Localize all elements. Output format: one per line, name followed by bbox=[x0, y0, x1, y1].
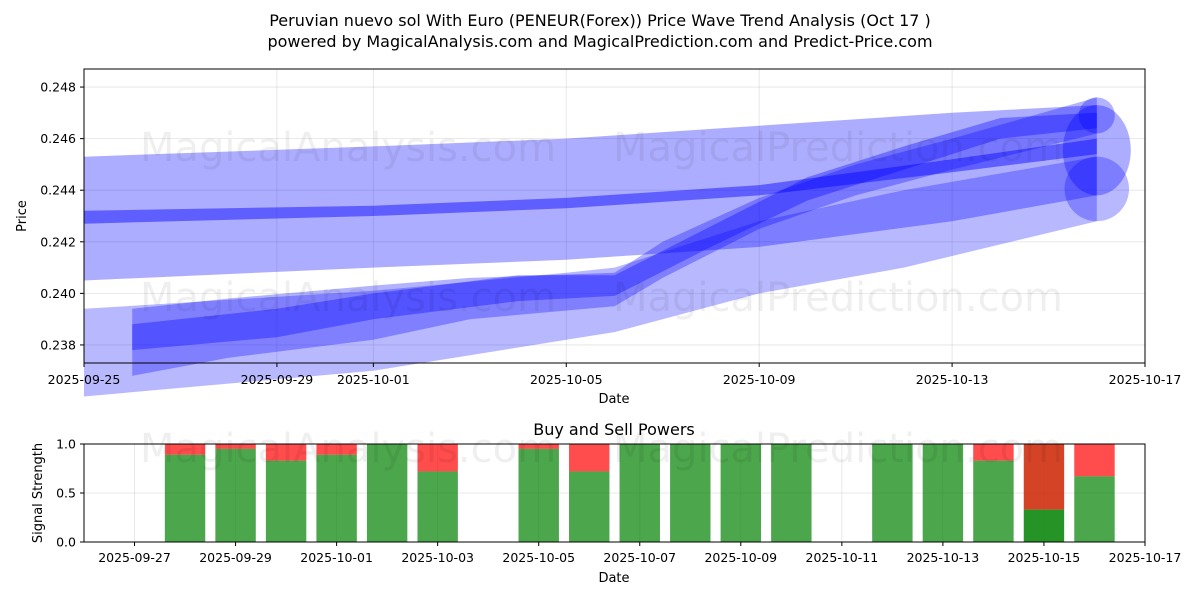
buy-power-bar bbox=[1023, 509, 1065, 542]
top-x-tick-label: 2025-09-29 bbox=[241, 372, 314, 387]
watermark-analysis-bottom: MagicalAnalysis.com bbox=[140, 426, 556, 472]
buy-power-bar bbox=[164, 454, 206, 542]
sell-power-bar bbox=[316, 444, 357, 455]
bottom-x-tick-label: 2025-10-11 bbox=[806, 550, 879, 565]
top-y-tick-label: 0.244 bbox=[40, 183, 76, 198]
top-y-tick-label: 0.238 bbox=[40, 337, 76, 352]
top-x-tick-label: 2025-10-05 bbox=[530, 372, 603, 387]
sell-power-bar bbox=[518, 444, 559, 449]
wave-band-cap-3 bbox=[1078, 97, 1115, 134]
price-wave-chart: MagicalAnalysis.com MagicalPrediction.co… bbox=[15, 68, 1182, 407]
watermark-prediction-middle: MagicalPrediction.com bbox=[613, 275, 1063, 321]
wave-band-2 bbox=[84, 138, 1097, 224]
wave-band-3 bbox=[132, 97, 1097, 376]
top-plot-frame bbox=[83, 68, 1146, 364]
sell-power-bar bbox=[164, 444, 206, 455]
sell-power-bar bbox=[215, 444, 256, 449]
bottom-x-tick-label: 2025-10-09 bbox=[704, 550, 777, 565]
bottom-x-tick-label: 2025-10-07 bbox=[603, 550, 676, 565]
buy-power-bar bbox=[922, 444, 964, 542]
bottom-x-tick-label: 2025-10-17 bbox=[1109, 550, 1182, 565]
bottom-plot-background bbox=[84, 444, 1145, 542]
buy-power-bar bbox=[973, 460, 1014, 542]
wave-band-4 bbox=[132, 112, 1097, 351]
watermark-prediction-top: MagicalPrediction.com bbox=[613, 125, 1063, 171]
sell-power-bar bbox=[1074, 444, 1115, 477]
chart-title-line2: powered by MagicalAnalysis.com and Magic… bbox=[267, 32, 932, 51]
buy-power-bar bbox=[366, 444, 408, 542]
buy-power-bar bbox=[771, 444, 812, 542]
buy-power-bar bbox=[670, 444, 711, 542]
top-x-axis-label: Date bbox=[598, 392, 629, 407]
wave-band-1 bbox=[84, 105, 1097, 281]
top-y-tick-label: 0.242 bbox=[40, 234, 76, 249]
watermark-analysis-middle: MagicalAnalysis.com bbox=[140, 275, 556, 321]
bottom-y-tick-label: 1.0 bbox=[56, 437, 76, 452]
top-y-tick-label: 0.246 bbox=[40, 131, 76, 146]
buy-sell-chart: Buy and Sell Powers MagicalAnalysis.com … bbox=[31, 420, 1181, 586]
buy-power-bar bbox=[720, 444, 762, 542]
bottom-x-tick-label: 2025-10-15 bbox=[1008, 550, 1081, 565]
top-y-tick-label: 0.240 bbox=[40, 286, 76, 301]
bottom-chart-title: Buy and Sell Powers bbox=[533, 420, 695, 439]
buy-power-bar bbox=[1074, 476, 1115, 542]
watermark-prediction-bottom: MagicalPrediction.com bbox=[613, 426, 1063, 472]
wave-band-5 bbox=[84, 156, 1097, 397]
buy-power-bar bbox=[215, 448, 256, 542]
top-plot-background bbox=[84, 69, 1145, 363]
sell-power-bar bbox=[1023, 444, 1065, 510]
bottom-y-tick-label: 0.0 bbox=[56, 535, 76, 550]
buy-power-bar bbox=[518, 448, 559, 542]
bottom-y-tick-label: 0.5 bbox=[56, 486, 76, 501]
bottom-y-axis-label: Signal Strength bbox=[31, 443, 46, 543]
bottom-x-tick-label: 2025-09-27 bbox=[98, 550, 171, 565]
top-x-tick-label: 2025-10-17 bbox=[1109, 372, 1182, 387]
buy-power-bar bbox=[417, 471, 458, 542]
buy-power-bar bbox=[265, 460, 307, 542]
top-x-tick-label: 2025-10-13 bbox=[916, 372, 989, 387]
top-y-tick-label: 0.248 bbox=[40, 80, 76, 95]
watermark-analysis-top: MagicalAnalysis.com bbox=[140, 125, 556, 171]
sell-power-bar bbox=[417, 444, 458, 472]
buy-power-bar bbox=[316, 454, 357, 542]
sell-power-bar bbox=[973, 444, 1014, 461]
wave-band-cap-1 bbox=[1062, 105, 1131, 196]
bottom-x-tick-label: 2025-10-13 bbox=[907, 550, 980, 565]
buy-power-bar bbox=[569, 471, 610, 542]
top-x-tick-label: 2025-10-09 bbox=[723, 372, 796, 387]
bottom-x-axis-label: Date bbox=[598, 571, 629, 586]
bottom-x-tick-label: 2025-10-05 bbox=[502, 550, 575, 565]
chart-title-line1: Peruvian nuevo sol With Euro (PENEUR(For… bbox=[269, 11, 931, 30]
wave-band-cap-5 bbox=[1064, 156, 1130, 222]
top-x-tick-label: 2025-09-25 bbox=[48, 372, 121, 387]
sell-power-bar bbox=[265, 444, 307, 461]
buy-power-bar bbox=[872, 444, 913, 542]
bottom-x-tick-label: 2025-09-29 bbox=[199, 550, 272, 565]
bottom-x-tick-label: 2025-10-03 bbox=[401, 550, 474, 565]
bottom-x-tick-label: 2025-10-01 bbox=[300, 550, 373, 565]
top-x-tick-label: 2025-10-01 bbox=[337, 372, 410, 387]
top-y-axis-label: Price bbox=[15, 200, 30, 232]
sell-power-bar bbox=[569, 444, 610, 472]
buy-power-bar bbox=[619, 444, 660, 542]
